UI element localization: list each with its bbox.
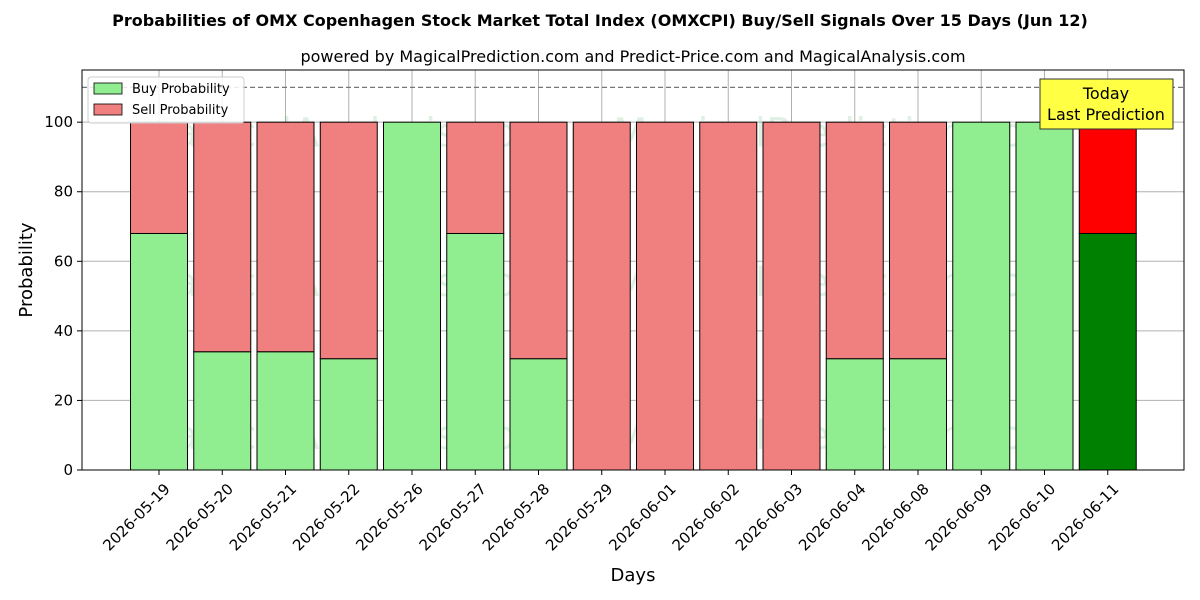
bar-buy — [319, 358, 378, 471]
x-tick-label: 2026-06-11 — [1048, 480, 1122, 554]
x-tick-label: 2026-05-29 — [542, 480, 616, 554]
bar-sell — [572, 121, 631, 471]
y-tick-label: 20 — [54, 391, 73, 409]
y-axis-label: Probability — [16, 222, 37, 317]
x-tick-label: 2026-06-04 — [795, 480, 869, 554]
legend-label-buy: Buy Probability — [132, 82, 230, 97]
x-axis-label: Days — [611, 565, 656, 586]
legend-swatch-sell — [93, 103, 123, 116]
annotation-line-2: Last Prediction — [1047, 105, 1165, 124]
x-tick-label: 2026-05-22 — [289, 480, 363, 554]
bar-buy — [446, 232, 505, 471]
x-tick-label: 2026-05-21 — [226, 480, 300, 554]
bars — [130, 121, 1137, 471]
bar-sell — [636, 121, 694, 471]
x-tick-label: 2026-05-26 — [352, 480, 426, 554]
bar-sell — [446, 121, 505, 234]
bar-buy — [889, 358, 947, 471]
plot-frame — [81, 69, 1185, 471]
legend-label-sell: Sell Probability — [132, 103, 229, 118]
x-tick-label: 2026-06-01 — [605, 480, 679, 554]
y-tick-label: 80 — [54, 183, 73, 201]
x-tick-label: 2026-05-19 — [99, 480, 173, 554]
x-tick-label: 2026-05-20 — [163, 480, 237, 554]
x-axis-ticks: 2026-05-192026-05-202026-05-212026-05-22… — [99, 470, 1123, 554]
legend: Buy Probability Sell Probability — [87, 76, 245, 124]
x-tick-label: 2026-05-27 — [416, 480, 490, 554]
bar-buy — [509, 358, 568, 471]
bar-sell — [762, 121, 821, 471]
bar-sell — [256, 121, 315, 353]
bar-sell — [193, 121, 252, 353]
x-tick-label: 2026-06-03 — [732, 480, 806, 554]
bar-buy — [1015, 121, 1074, 471]
bar-sell — [130, 121, 188, 234]
bar-sell — [825, 121, 884, 360]
bar-buy — [1078, 232, 1137, 471]
bar-buy — [952, 121, 1011, 471]
today-annotation: Today Last Prediction — [1039, 78, 1174, 130]
bar-buy — [130, 232, 188, 471]
legend-box — [87, 76, 245, 124]
bar-buy — [256, 351, 315, 471]
y-tick-label: 40 — [54, 322, 73, 340]
y-tick-label: 100 — [44, 113, 73, 131]
bar-buy — [825, 358, 884, 471]
x-tick-label: 2026-05-28 — [479, 480, 553, 554]
x-tick-label: 2026-06-02 — [669, 480, 743, 554]
bar-sell — [319, 121, 378, 360]
bar-sell — [699, 121, 758, 471]
bar-sell — [1078, 121, 1137, 234]
bar-sell — [889, 121, 947, 360]
y-tick-label: 60 — [54, 252, 73, 270]
bar-buy — [383, 121, 441, 471]
x-tick-label: 2026-06-08 — [858, 480, 932, 554]
x-tick-label: 2026-06-10 — [985, 480, 1059, 554]
annotation-box — [1039, 78, 1174, 130]
bar-sell — [509, 121, 568, 360]
x-tick-label: 2026-06-09 — [922, 480, 996, 554]
legend-swatch-buy — [93, 82, 123, 95]
bar-buy — [193, 351, 252, 471]
annotation-line-1: Today — [1082, 84, 1129, 103]
y-tick-label: 0 — [63, 461, 73, 479]
y-axis-ticks: 0 20 40 60 80 100 — [44, 113, 82, 479]
chart-title: Probabilities of OMX Copenhagen Stock Ma… — [112, 11, 1088, 30]
chart-subtitle: powered by MagicalPrediction.com and Pre… — [300, 47, 965, 66]
